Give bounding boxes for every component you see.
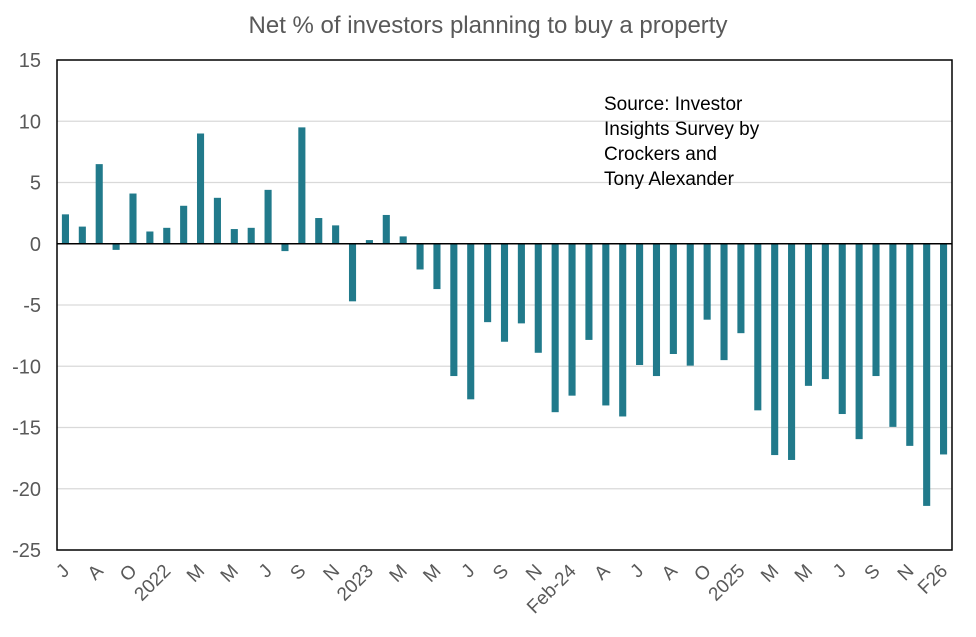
bar [788,243,796,460]
x-tick-label: 2022 [131,561,176,606]
bar [855,243,863,440]
bar [906,243,914,446]
y-tick-label: -20 [12,479,41,501]
bar [568,243,576,396]
x-tick-label: M [183,561,209,587]
x-tick-label: A [84,560,108,584]
bar [129,193,137,244]
bar [923,243,931,506]
bar [500,243,509,342]
bar [230,229,238,244]
bar [821,243,829,380]
x-tick-label: J [627,561,649,583]
bar [163,227,171,244]
y-tick-label: -25 [12,540,41,562]
y-tick-label: -5 [23,295,41,317]
x-tick-label: N [320,561,345,586]
bar [180,205,188,244]
x-tick-label: M [419,561,445,587]
bar [146,231,154,244]
bar [298,127,306,244]
bar [703,243,711,320]
x-tick-label: A [591,560,615,584]
y-axis-ticks: 15 10 5 0 -5 -10 -15 -20 -25 [12,50,41,562]
x-tick-label: N [894,561,919,586]
bar [213,197,221,244]
bar [669,243,677,354]
bar [399,236,407,244]
bar [585,243,593,340]
y-tick-label: -15 [12,418,41,440]
bar [517,243,525,324]
bar [940,243,948,455]
bar [686,243,694,366]
annotation-line: Tony Alexander [604,169,735,190]
annotation-line: Source: Investor [604,94,743,115]
bar [872,243,880,377]
bar [382,214,390,244]
bar [737,243,745,334]
bar [467,243,475,400]
bar [652,243,661,377]
y-tick-label: 10 [19,111,41,133]
bar [619,243,627,417]
bar [534,243,542,353]
y-tick-label: -10 [12,356,41,378]
x-tick-label: F26 [914,561,952,599]
x-tick-label: 2025 [705,561,750,606]
x-tick-label: M [791,561,817,587]
bar [264,189,272,244]
bar [433,243,441,290]
bar [332,225,340,244]
bar [889,243,897,427]
bars [61,127,948,506]
bar [838,243,846,415]
annotation-line: Crockers and [604,144,717,165]
annotation-line: Insights Survey by [604,119,760,140]
bar [551,243,559,413]
bar [720,243,728,361]
bar [754,243,762,411]
x-tick-label: 2023 [333,561,378,606]
bar [61,214,69,244]
bar [365,240,373,244]
x-tick-label: J [458,561,480,583]
x-tick-label: A [658,560,682,584]
x-tick-label: M [757,561,783,587]
y-tick-label: 0 [30,234,41,256]
bar [196,133,205,244]
bar [281,243,289,252]
bar [315,218,323,244]
x-tick-label: S [861,561,885,585]
bar [416,243,424,270]
x-tick-label: S [287,561,311,585]
chart-title: Net % of investors planning to buy a pro… [249,12,728,39]
bar [484,243,492,323]
source-annotation: Source: Investor Insights Survey by Croc… [604,94,765,190]
x-tick-label: M [217,561,243,587]
x-tick-label: N [522,561,547,586]
x-tick-label: J [255,561,277,583]
bar [771,243,779,456]
bar [804,243,813,386]
bar [636,243,644,366]
x-tick-label: J [829,561,851,583]
bar [78,226,86,244]
y-tick-label: 5 [30,173,41,195]
y-tick-label: 15 [19,50,41,72]
x-tick-label: M [386,561,412,587]
bar [247,227,255,244]
bar [450,243,458,377]
bar [348,243,357,302]
x-tick-label: S [489,561,513,585]
x-tick-label: J [52,561,74,583]
plot-area-frame [56,59,953,551]
bar [95,164,103,244]
bar [112,243,120,250]
bar [602,243,610,406]
